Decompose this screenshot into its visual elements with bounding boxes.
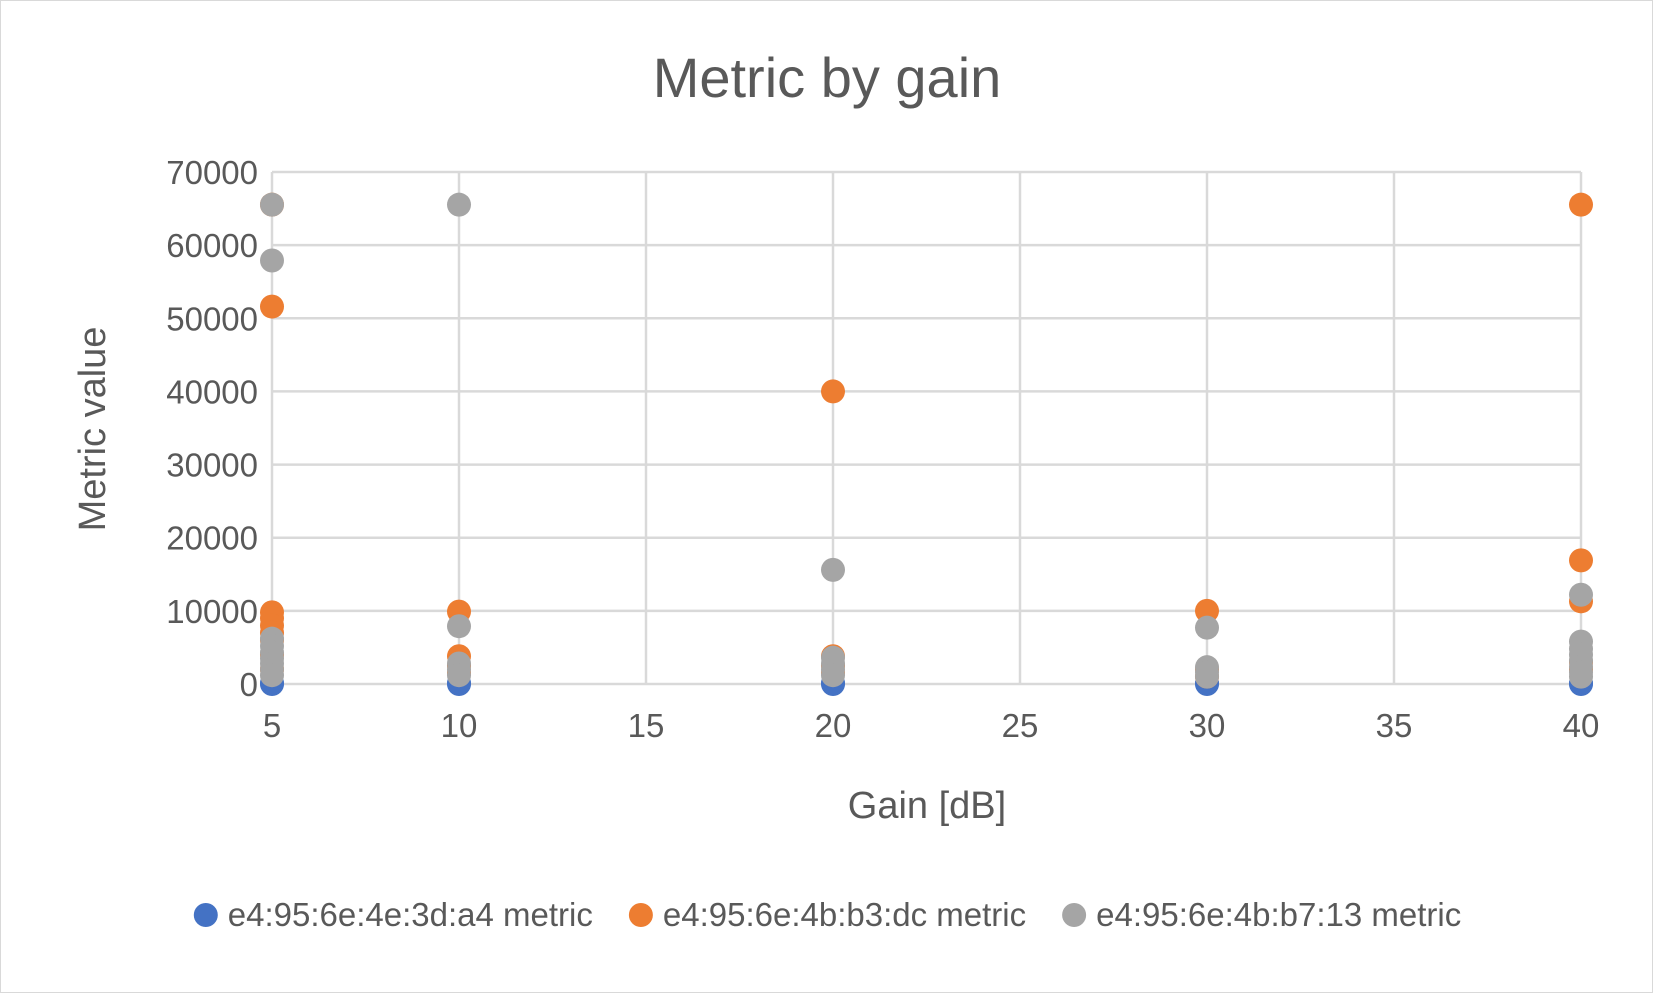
x-tick-label: 5 xyxy=(263,707,281,744)
data-point xyxy=(260,663,284,688)
y-tick-label: 10000 xyxy=(166,593,258,630)
y-tick-label: 60000 xyxy=(166,227,258,264)
data-point xyxy=(1569,192,1593,217)
data-point xyxy=(447,614,471,639)
legend-label: e4:95:6e:4e:3d:a4 metric xyxy=(228,896,593,933)
x-tick-label: 15 xyxy=(628,707,665,744)
legend-item: e4:95:6e:4e:3d:a4 metric xyxy=(193,896,593,933)
data-point xyxy=(821,379,845,404)
data-point xyxy=(1569,664,1593,689)
y-axis-title: Metric value xyxy=(72,327,114,532)
legend-label: e4:95:6e:4b:b3:dc metric xyxy=(663,896,1026,933)
x-tick-label: 10 xyxy=(441,707,478,744)
data-points xyxy=(260,192,1593,696)
data-point xyxy=(447,663,471,688)
tick-labels: 0 10000 20000 30000 40000 50000 60000 70000 5 10 1… xyxy=(166,154,1599,744)
x-tick-label: 35 xyxy=(1376,707,1413,744)
data-point xyxy=(1569,582,1593,607)
x-tick-label: 25 xyxy=(1002,707,1039,744)
data-point xyxy=(1195,598,1219,623)
legend-label: e4:95:6e:4b:b7:13 metric xyxy=(1096,896,1461,933)
data-point xyxy=(260,248,284,273)
data-point xyxy=(821,557,845,582)
y-tick-label: 50000 xyxy=(166,300,258,337)
legend-marker xyxy=(193,903,218,927)
y-tick-label: 40000 xyxy=(166,373,258,410)
legend-item: e4:95:6e:4b:b3:dc metric xyxy=(628,896,1026,933)
x-tick-label: 30 xyxy=(1189,707,1226,744)
data-point xyxy=(260,192,284,217)
grid xyxy=(270,170,1583,686)
data-point xyxy=(447,192,471,217)
legend-marker xyxy=(1062,903,1087,927)
legend-item: e4:95:6e:4b:b7:13 metric xyxy=(1062,896,1461,933)
y-tick-label: 30000 xyxy=(166,447,258,484)
x-axis-title: Gain [dB] xyxy=(848,785,1006,827)
x-tick-label: 20 xyxy=(815,707,852,744)
y-tick-label: 20000 xyxy=(166,520,258,557)
data-point xyxy=(1569,548,1593,573)
legend: e4:95:6e:4e:3d:a4 metric e4:95:6e:4b:b3:d… xyxy=(193,896,1461,933)
legend-marker xyxy=(628,903,653,927)
data-point xyxy=(1195,615,1219,640)
data-point xyxy=(260,294,284,319)
chart-title: Metric by gain xyxy=(653,46,1002,109)
data-point xyxy=(1195,664,1219,689)
y-tick-label: 0 xyxy=(240,666,258,703)
data-point xyxy=(821,663,845,688)
x-tick-label: 40 xyxy=(1563,707,1600,744)
y-tick-label: 70000 xyxy=(166,154,258,191)
